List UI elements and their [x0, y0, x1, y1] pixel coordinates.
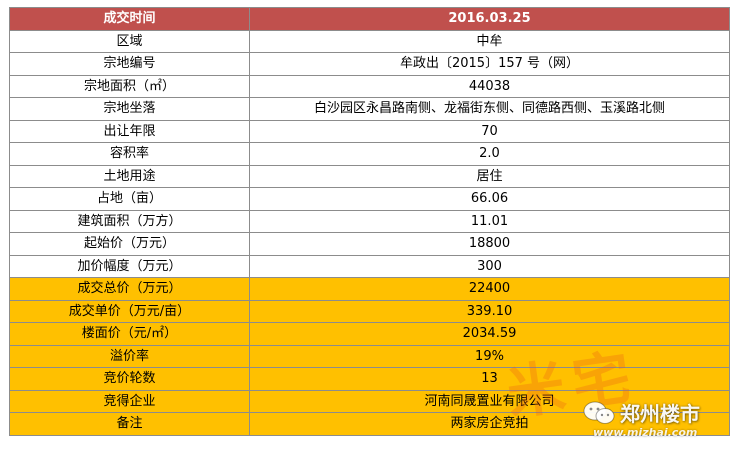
row-value: 19% [249, 344, 730, 368]
row-value: 两家房企竞拍 [249, 412, 730, 436]
row-label: 宗地面积（㎡） [9, 74, 250, 98]
table-row: 溢价率 19% [9, 344, 730, 368]
row-label: 竞价轮数 [9, 367, 250, 391]
row-label: 宗地坐落 [9, 97, 250, 121]
row-value: 339.10 [249, 299, 730, 323]
row-label: 占地（亩） [9, 187, 250, 211]
table-header-row: 成交时间 2016.03.25 [9, 7, 730, 31]
row-label: 区域 [9, 29, 250, 53]
land-transaction-table: 成交时间 2016.03.25 区域 中牟 宗地编号 牟政出〔2015〕157 号（网… [9, 7, 730, 436]
row-label: 成交单价（万元/亩） [9, 299, 250, 323]
table-row: 成交单价（万元/亩） 339.10 [9, 299, 730, 323]
row-label: 容积率 [9, 142, 250, 166]
table-row: 出让年限 70 [9, 119, 730, 143]
table-row: 竞得企业 河南同晟置业有限公司 [9, 389, 730, 413]
row-value: 44038 [249, 74, 730, 98]
table-row: 宗地坐落 白沙园区永昌路南侧、龙福街东侧、同德路西侧、玉溪路北侧 [9, 97, 730, 121]
row-value: 牟政出〔2015〕157 号（网） [249, 52, 730, 76]
row-value: 70 [249, 119, 730, 143]
row-value: 白沙园区永昌路南侧、龙福街东侧、同德路西侧、玉溪路北侧 [249, 97, 730, 121]
table-row: 加价幅度（万元） 300 [9, 254, 730, 278]
row-value: 河南同晟置业有限公司 [249, 389, 730, 413]
row-label: 竞得企业 [9, 389, 250, 413]
row-value: 2034.59 [249, 322, 730, 346]
table-body: 成交时间 2016.03.25 区域 中牟 宗地编号 牟政出〔2015〕157 号（网… [9, 7, 730, 436]
row-label: 起始价（万元） [9, 232, 250, 256]
row-value: 2.0 [249, 142, 730, 166]
row-value: 13 [249, 367, 730, 391]
row-value: 22400 [249, 277, 730, 301]
row-label: 楼面价（元/㎡） [9, 322, 250, 346]
header-label: 成交时间 [9, 7, 250, 31]
table-row: 占地（亩） 66.06 [9, 187, 730, 211]
row-value: 11.01 [249, 209, 730, 233]
row-label: 土地用途 [9, 164, 250, 188]
row-label: 出让年限 [9, 119, 250, 143]
row-value: 18800 [249, 232, 730, 256]
row-value: 66.06 [249, 187, 730, 211]
table-row: 建筑面积（万方） 11.01 [9, 209, 730, 233]
row-label: 建筑面积（万方） [9, 209, 250, 233]
table-row: 楼面价（元/㎡） 2034.59 [9, 322, 730, 346]
table-row: 备注 两家房企竞拍 [9, 412, 730, 436]
table-row: 土地用途 居住 [9, 164, 730, 188]
table-row: 竞价轮数 13 [9, 367, 730, 391]
table-row: 容积率 2.0 [9, 142, 730, 166]
table-row: 成交总价（万元） 22400 [9, 277, 730, 301]
row-value: 300 [249, 254, 730, 278]
table-row: 区域 中牟 [9, 29, 730, 53]
row-value: 居住 [249, 164, 730, 188]
header-value: 2016.03.25 [249, 7, 730, 31]
row-label: 宗地编号 [9, 52, 250, 76]
table-row: 宗地编号 牟政出〔2015〕157 号（网） [9, 52, 730, 76]
row-label: 备注 [9, 412, 250, 436]
row-label: 溢价率 [9, 344, 250, 368]
row-value: 中牟 [249, 29, 730, 53]
table-row: 起始价（万元） 18800 [9, 232, 730, 256]
row-label: 加价幅度（万元） [9, 254, 250, 278]
table-row: 宗地面积（㎡） 44038 [9, 74, 730, 98]
row-label: 成交总价（万元） [9, 277, 250, 301]
